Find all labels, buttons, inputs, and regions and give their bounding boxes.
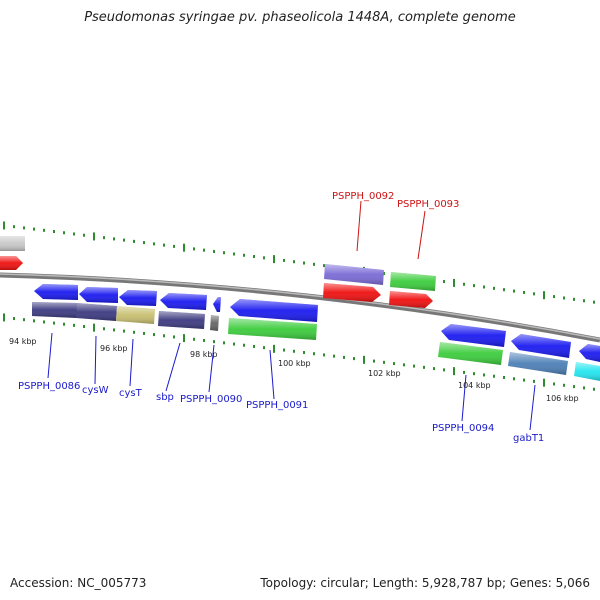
scale-label-98: 98 kbp [190, 350, 218, 359]
gene-psppH-0092-box[interactable] [324, 264, 384, 285]
genome-backbone-highlight [0, 273, 600, 340]
genome-backbone [0, 272, 600, 343]
scale-label-96: 96 kbp [100, 344, 128, 353]
genome-title: Pseudomonas syringae pv. phaseolicola 14… [84, 10, 516, 25]
scale-labels: 94 kbp 96 kbp 98 kbp 100 kbp 102 kbp 104… [9, 337, 579, 403]
gene-labels-red: PSPPH_0092 PSPPH_0093 [332, 191, 459, 210]
gene-psppH-0093-box[interactable] [390, 272, 436, 291]
gene-psppH-0086-arrow[interactable] [34, 284, 78, 300]
gene-psppH-0094-arrow[interactable] [441, 324, 506, 347]
gene-label-cysW[interactable]: cysW [82, 385, 109, 396]
gene-cysT-arrow[interactable] [119, 290, 157, 306]
gene-psppH-0091-box[interactable] [228, 318, 317, 340]
gene-gray-edge[interactable] [0, 236, 25, 251]
gene-label-cysT[interactable]: cysT [119, 388, 143, 399]
gene-label-psppH-0093[interactable]: PSPPH_0093 [397, 199, 459, 210]
gene-psppH-0094-box[interactable] [438, 342, 503, 365]
gene-labels: PSPPH_0086 cysW cysT sbp PSPPH_0090 PSPP… [18, 381, 544, 444]
gene-gabT1-box[interactable] [508, 352, 568, 375]
gene-gabT1-arrow[interactable] [511, 334, 571, 358]
scale-label-102: 102 kbp [368, 369, 401, 378]
gene-label-psppH-0090[interactable]: PSPPH_0090 [180, 394, 242, 405]
gene-leader-lines-red [356, 200, 426, 260]
gene-label-sbp[interactable]: sbp [156, 392, 174, 403]
scale-label-100: 100 kbp [278, 359, 311, 368]
scale-label-106: 106 kbp [546, 394, 579, 403]
gene-psppH-0093-arrow[interactable] [389, 291, 433, 308]
gene-cysT-box[interactable] [116, 306, 155, 324]
gene-label-psppH-0086[interactable]: PSPPH_0086 [18, 381, 80, 392]
gene-label-gabT1[interactable]: gabT1 [513, 433, 544, 444]
gene-label-psppH-0091[interactable]: PSPPH_0091 [246, 400, 308, 411]
gene-right-edge-box[interactable] [574, 362, 600, 381]
gene-cysW-box[interactable] [76, 303, 117, 321]
gene-psppH-0092-arrow[interactable] [323, 283, 381, 302]
gene-psppH-0091-arrow[interactable] [230, 299, 318, 322]
gene-psppH-0090-box[interactable] [210, 315, 219, 331]
gene-psppH-0090-arrow[interactable] [213, 297, 221, 312]
scale-label-104: 104 kbp [458, 381, 491, 390]
gene-label-psppH-0092[interactable]: PSPPH_0092 [332, 191, 394, 202]
scale-label-94: 94 kbp [9, 337, 37, 346]
accession-label: Accession: NC_005773 [10, 576, 147, 590]
gene-cysW-arrow[interactable] [79, 287, 118, 303]
gene-sbp-arrow[interactable] [160, 293, 207, 310]
gene-label-psppH-0094[interactable]: PSPPH_0094 [432, 423, 494, 434]
genome-summary: Topology: circular; Length: 5,928,787 bp… [260, 576, 590, 590]
gene-sbp-box[interactable] [158, 311, 205, 329]
gene-psppH-0086-box[interactable] [32, 302, 77, 318]
gene-right-edge-arrow[interactable] [579, 344, 600, 362]
gene-leader-lines [47, 332, 536, 431]
gene-red-edge[interactable] [0, 256, 23, 270]
